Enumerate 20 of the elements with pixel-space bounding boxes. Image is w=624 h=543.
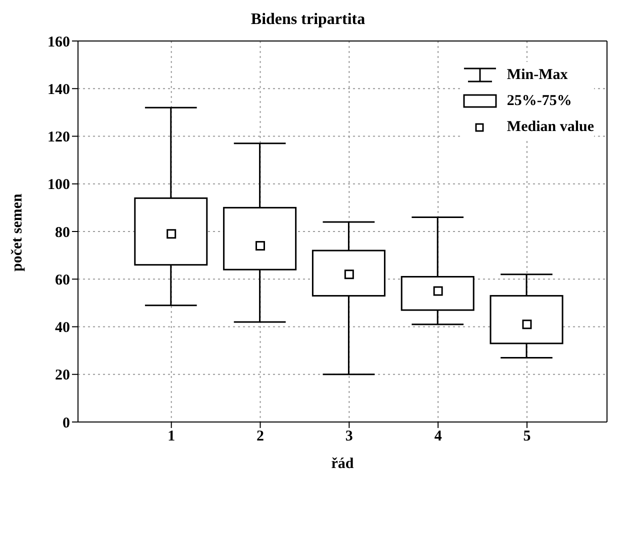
y-tick-label: 40 bbox=[55, 320, 70, 336]
y-axis-title: počet semen bbox=[9, 192, 26, 272]
y-tick-label: 100 bbox=[48, 177, 70, 194]
annotation: 25%-75% bbox=[506, 92, 572, 110]
y-tick-label: 20 bbox=[55, 368, 70, 384]
y-tick-label: 140 bbox=[48, 82, 70, 98]
y-tick-label: 120 bbox=[48, 130, 70, 146]
x-tick-label: 1 bbox=[168, 428, 176, 445]
y-tick-label: 80 bbox=[55, 224, 70, 241]
annotation: Median value bbox=[506, 118, 594, 136]
x-tick-label: 3 bbox=[345, 428, 353, 445]
y-tick-label: 60 bbox=[55, 272, 70, 288]
y-tick-label: 0 bbox=[62, 415, 70, 432]
x-axis-title: řád bbox=[331, 456, 354, 472]
x-tick-label: 4 bbox=[434, 428, 442, 445]
chart-title: Bidens tripartita bbox=[250, 10, 366, 30]
x-tick-label: 2 bbox=[256, 428, 264, 445]
annotation: Min-Max bbox=[506, 66, 568, 84]
y-tick-label: 160 bbox=[48, 34, 70, 50]
x-tick-label: 5 bbox=[523, 428, 531, 445]
